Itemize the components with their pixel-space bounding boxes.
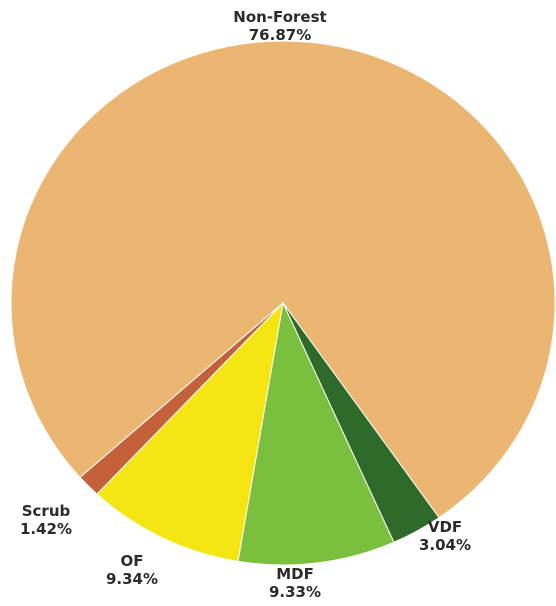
slice-non-forest <box>10 40 556 519</box>
label-non-forest: Non-Forest 76.87% <box>200 8 360 44</box>
label-scrub-value: 1.42% <box>19 520 73 538</box>
slice-of <box>96 301 284 562</box>
label-scrub-name: Scrub <box>21 502 71 520</box>
label-vdf: VDF 3.04% <box>405 518 485 554</box>
label-vdf-name: VDF <box>427 518 463 536</box>
label-mdf-value: 9.33% <box>268 583 322 601</box>
slice-mdf <box>237 301 395 566</box>
label-of: OF 9.34% <box>92 552 172 588</box>
label-of-name: OF <box>120 552 144 570</box>
label-non-forest-name: Non-Forest <box>233 8 327 26</box>
label-vdf-value: 3.04% <box>418 536 472 554</box>
label-non-forest-value: 76.87% <box>248 26 312 44</box>
label-of-value: 9.34% <box>105 570 159 588</box>
slice-scrub <box>79 302 284 495</box>
label-mdf-name: MDF <box>276 565 314 583</box>
label-mdf: MDF 9.33% <box>255 565 335 601</box>
label-scrub: Scrub 1.42% <box>6 502 86 538</box>
